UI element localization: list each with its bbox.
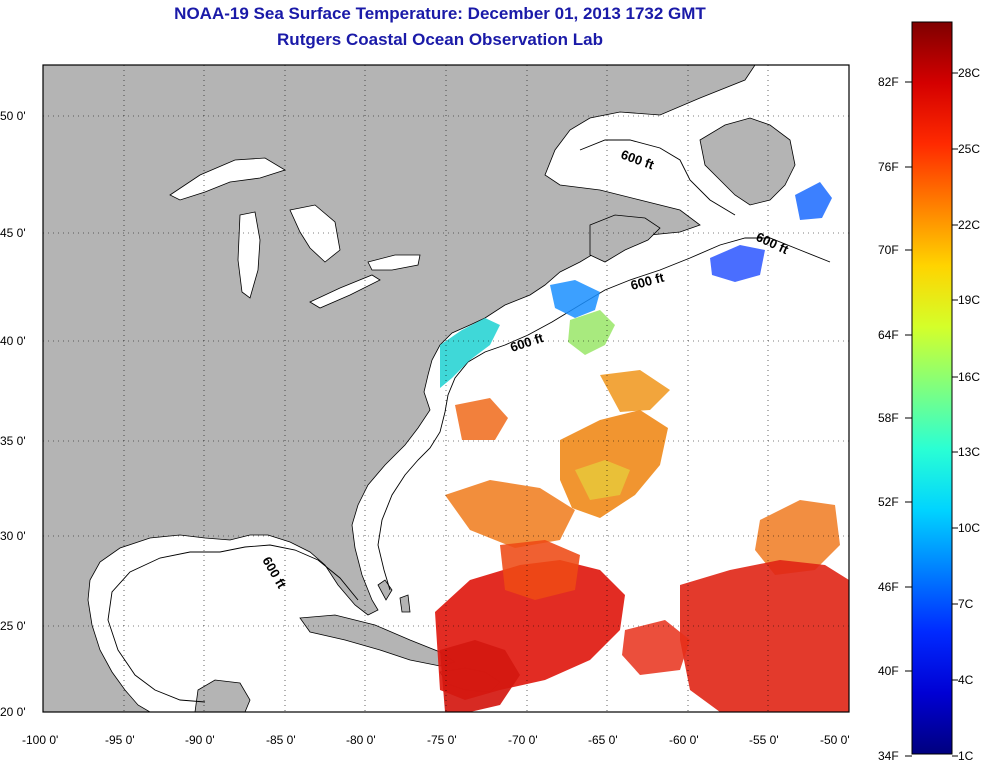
lon-tick-label: -100 0' bbox=[22, 733, 58, 747]
colorbar-fahrenheit-label: 40F bbox=[878, 664, 899, 678]
lon-tick-label: -75 0' bbox=[427, 733, 457, 747]
lon-tick-label: -70 0' bbox=[508, 733, 538, 747]
sst-patch-center-red bbox=[500, 540, 580, 600]
colorbar-fahrenheit-label: 52F bbox=[878, 495, 899, 509]
latitude-axis: 50 0' 45 0' 40 0' 35 0' 30 0' 25 0' 20 0… bbox=[0, 109, 26, 719]
colorbar-celsius-label: 19C bbox=[958, 293, 980, 307]
lat-tick-label: 25 0' bbox=[0, 619, 26, 633]
lake-michigan bbox=[237, 211, 261, 299]
newfoundland-land bbox=[699, 117, 796, 206]
lake-huron bbox=[289, 204, 341, 263]
sst-patch-southeast-red bbox=[680, 560, 849, 712]
colorbar-celsius-label: 13C bbox=[958, 445, 980, 459]
lon-tick-label: -55 0' bbox=[749, 733, 779, 747]
yucatan-land bbox=[194, 679, 251, 712]
lon-tick-label: -90 0' bbox=[185, 733, 215, 747]
sst-data bbox=[435, 182, 849, 712]
nova-scotia-land bbox=[589, 214, 661, 263]
lon-tick-label: -50 0' bbox=[820, 733, 850, 747]
lat-tick-label: 40 0' bbox=[0, 334, 26, 348]
sst-patch-grand-banks bbox=[795, 182, 832, 220]
colorbar-celsius-label: 7C bbox=[958, 597, 974, 611]
lat-tick-label: 30 0' bbox=[0, 529, 26, 543]
colorbar-ticks bbox=[905, 72, 958, 757]
colorbar-celsius-label: 25C bbox=[958, 142, 980, 156]
map-border bbox=[42, 64, 850, 713]
colorbar-celsius-labels: 28C 25C 22C 19C 16C 13C 10C 7C 4C 1C bbox=[958, 66, 980, 763]
colorbar-fahrenheit-label: 82F bbox=[878, 75, 899, 89]
sst-patch-east-orange bbox=[755, 500, 840, 575]
map-subtitle: Rutgers Coastal Ocean Observation Lab bbox=[277, 30, 603, 49]
sst-patch-slope-green bbox=[568, 310, 615, 355]
lat-tick-label: 20 0' bbox=[0, 705, 26, 719]
longitude-axis: -100 0' -95 0' -90 0' -85 0' -80 0' -75 … bbox=[22, 733, 850, 747]
lon-tick-label: -60 0' bbox=[669, 733, 699, 747]
sst-patch-north-orange bbox=[600, 370, 670, 412]
colorbar-fahrenheit-label: 76F bbox=[878, 160, 899, 174]
colorbar-celsius-label: 16C bbox=[958, 370, 980, 384]
sst-patch-georges-bank bbox=[550, 280, 600, 318]
sst-patch-caribbean-red bbox=[440, 640, 520, 712]
lon-tick-label: -85 0' bbox=[266, 733, 296, 747]
sst-patch-scotian-shelf bbox=[710, 245, 765, 282]
sst-patch-nearshore-orange bbox=[455, 398, 508, 440]
colorbar-celsius-label: 22C bbox=[958, 218, 980, 232]
great-lakes bbox=[169, 157, 421, 309]
lat-tick-label: 50 0' bbox=[0, 109, 26, 123]
colorbar-fahrenheit-label: 64F bbox=[878, 328, 899, 342]
colorbar-fahrenheit-label: 34F bbox=[878, 749, 899, 763]
colorbar-celsius-label: 1C bbox=[958, 749, 974, 763]
lon-tick-label: -80 0' bbox=[346, 733, 376, 747]
lat-tick-label: 35 0' bbox=[0, 434, 26, 448]
sst-patch-sargasso-orange bbox=[445, 480, 575, 548]
sst-patch-yellowish bbox=[575, 460, 630, 500]
lake-superior bbox=[169, 157, 286, 201]
colorbar-fahrenheit-label: 70F bbox=[878, 243, 899, 257]
colorbar-fahrenheit-label: 58F bbox=[878, 411, 899, 425]
lon-tick-label: -65 0' bbox=[588, 733, 618, 747]
isobath-600ft bbox=[107, 139, 831, 703]
colorbar-fahrenheit-labels: 82F 76F 70F 64F 58F 52F 46F 40F 34F bbox=[878, 75, 899, 763]
lon-tick-label: -95 0' bbox=[105, 733, 135, 747]
colorbar-celsius-label: 10C bbox=[958, 521, 980, 535]
sst-patch-south-mid-red bbox=[622, 620, 690, 675]
lat-tick-label: 45 0' bbox=[0, 226, 26, 240]
lake-ontario bbox=[367, 254, 421, 271]
north-america-land bbox=[43, 65, 756, 712]
bahamas-land bbox=[377, 579, 411, 613]
lake-erie bbox=[309, 274, 381, 309]
colorbar-celsius-label: 4C bbox=[958, 673, 974, 687]
map-title: NOAA-19 Sea Surface Temperature: Decembe… bbox=[174, 4, 706, 23]
colorbar bbox=[911, 21, 953, 755]
colorbar-celsius-label: 28C bbox=[958, 66, 980, 80]
colorbar-fahrenheit-label: 46F bbox=[878, 580, 899, 594]
sst-patch-mid-atlantic-bight bbox=[440, 318, 500, 388]
